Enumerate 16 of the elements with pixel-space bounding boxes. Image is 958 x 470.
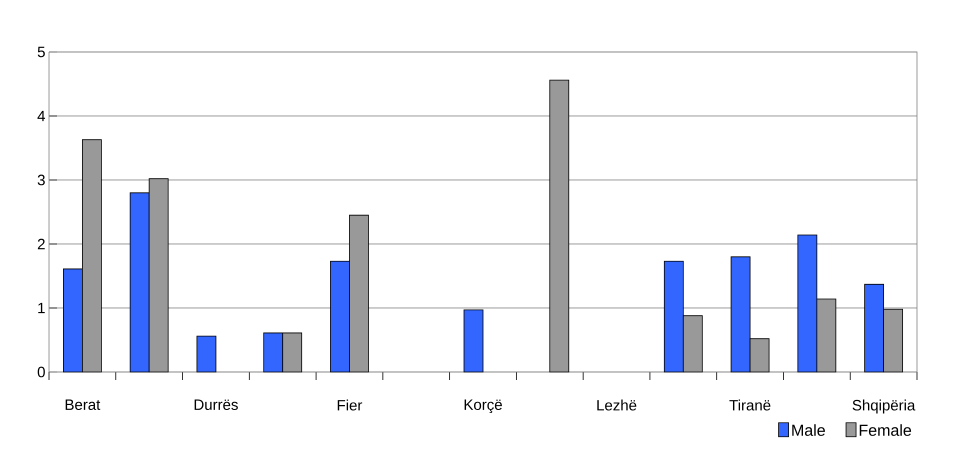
x-tick-label: Durrës	[194, 400, 238, 410]
legend-label: Male	[792, 424, 825, 436]
y-tick-label: 2	[38, 238, 45, 250]
x-tick-label: Berat	[66, 400, 100, 410]
legend-label: Female	[860, 424, 912, 436]
x-tick-label: Tiranë	[729, 400, 770, 411]
x-tick-label: Shqipëria	[852, 400, 916, 414]
x-tick-label: Lezhë	[597, 400, 636, 411]
y-tick-label: 0	[38, 366, 45, 378]
x-tick-label: Korçë	[464, 400, 502, 414]
bar	[196, 336, 216, 372]
y-tick-label: 5	[38, 46, 45, 58]
y-tick-label: 1	[38, 302, 45, 314]
y-tick-label: 3	[38, 174, 45, 186]
y-tick-label: 4	[37, 110, 46, 122]
x-tick-label: Fier	[338, 400, 362, 411]
